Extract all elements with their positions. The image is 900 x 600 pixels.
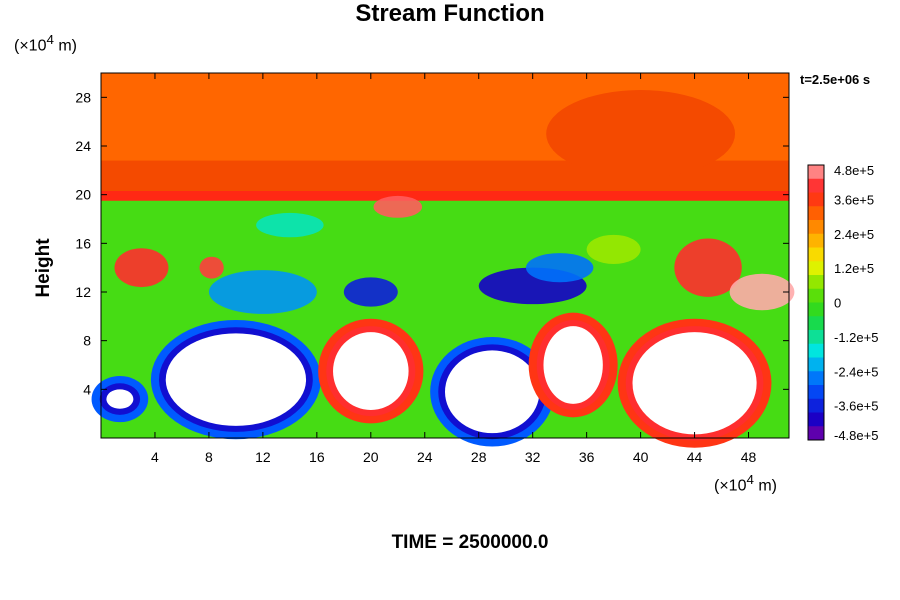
colorbar-swatch xyxy=(808,275,824,290)
colorbar-tick-label: 0 xyxy=(834,296,841,311)
cell-2-core xyxy=(333,332,409,411)
blob-east-b xyxy=(729,273,795,311)
x-tick-label: 12 xyxy=(255,449,271,465)
colorbar-swatch xyxy=(808,192,824,207)
blob-cyan-b xyxy=(256,212,324,238)
y-tick-label: 4 xyxy=(83,381,91,397)
colorbar-tick-label: -3.6e+5 xyxy=(834,399,878,414)
interface-band xyxy=(101,191,789,201)
colorbar-tick-label: 4.8e+5 xyxy=(834,163,874,178)
y-tick-label: 16 xyxy=(75,235,91,251)
colorbar-swatch xyxy=(808,426,824,441)
y-tick-label: 20 xyxy=(75,187,91,203)
x-axis-unit: (×104 m) xyxy=(714,472,777,495)
y-tick-label: 28 xyxy=(75,89,91,105)
colorbar-swatch xyxy=(808,288,824,303)
cell-4 xyxy=(528,312,618,418)
colorbar xyxy=(807,164,825,441)
x-tick-label: 28 xyxy=(471,449,487,465)
colorbar-tick-label: -2.4e+5 xyxy=(834,364,878,379)
colorbar-swatch xyxy=(808,330,824,345)
x-tick-label: 44 xyxy=(687,449,703,465)
colorbar-tick-label: -4.8e+5 xyxy=(834,428,878,443)
blob-west xyxy=(114,248,169,288)
x-tick-label: 24 xyxy=(417,449,433,465)
time-annotation: t=2.5e+06 s xyxy=(800,72,871,87)
colorbar-swatch xyxy=(808,343,824,358)
colorbar-swatch xyxy=(808,357,824,372)
colorbar-swatch xyxy=(808,371,824,386)
cell-1 xyxy=(150,319,321,440)
colorbar-tick-label: 3.6e+5 xyxy=(834,192,874,207)
x-tick-label: 16 xyxy=(309,449,325,465)
plot-frame xyxy=(100,72,790,439)
colorbar-swatch xyxy=(808,316,824,331)
colorbar-tick-label: 2.4e+5 xyxy=(834,227,874,242)
cell-4-core xyxy=(543,326,603,404)
y-tick-label: 8 xyxy=(83,333,91,349)
colorbar-frame xyxy=(807,164,825,441)
colorbar-swatch xyxy=(808,206,824,221)
colorbar-swatch xyxy=(808,165,824,180)
cell-3 xyxy=(430,337,555,447)
colorbar-swatch xyxy=(808,178,824,193)
cell-1-core xyxy=(165,333,307,426)
x-tick-label: 48 xyxy=(741,449,757,465)
cell-5 xyxy=(617,318,772,448)
x-tick-label: 32 xyxy=(525,449,541,465)
cell-5-core xyxy=(632,332,757,435)
blob-blue-c xyxy=(525,253,594,283)
x-tick-label: 8 xyxy=(205,449,213,465)
cell-6-core xyxy=(106,389,134,409)
colorbar-swatch xyxy=(808,385,824,400)
x-tick-label: 20 xyxy=(363,449,379,465)
colorbar-swatch xyxy=(808,247,824,262)
y-tick-label: 12 xyxy=(75,284,91,300)
blob-cyan-a xyxy=(208,270,317,314)
y-axis-unit: (×104 m) xyxy=(14,32,77,55)
blob-east-a xyxy=(674,238,742,297)
chart-title: Stream Function xyxy=(355,0,545,27)
colorbar-tick-label: -1.2e+5 xyxy=(834,330,878,345)
blob-small xyxy=(199,256,224,279)
x-tick-label: 40 xyxy=(633,449,649,465)
cell-6 xyxy=(91,375,149,423)
blob-blue-a xyxy=(343,277,398,307)
upper-layer-lobe xyxy=(546,90,736,178)
cell-3-core xyxy=(445,350,540,434)
colorbar-swatch xyxy=(808,220,824,235)
blob-upper xyxy=(373,195,423,218)
x-tick-label: 4 xyxy=(151,449,159,465)
colorbar-swatch xyxy=(808,302,824,317)
y-tick-label: 24 xyxy=(75,138,91,154)
blob-yellow xyxy=(586,234,641,265)
colorbar-swatch xyxy=(808,412,824,427)
colorbar-swatch xyxy=(808,233,824,248)
colorbar-tick-label: 1.2e+5 xyxy=(834,261,874,276)
time-footer: TIME = 2500000.0 xyxy=(391,532,549,553)
colorbar-swatch xyxy=(808,398,824,413)
x-tick-label: 36 xyxy=(579,449,595,465)
cell-2 xyxy=(318,318,424,424)
colorbar-swatch xyxy=(808,261,824,276)
